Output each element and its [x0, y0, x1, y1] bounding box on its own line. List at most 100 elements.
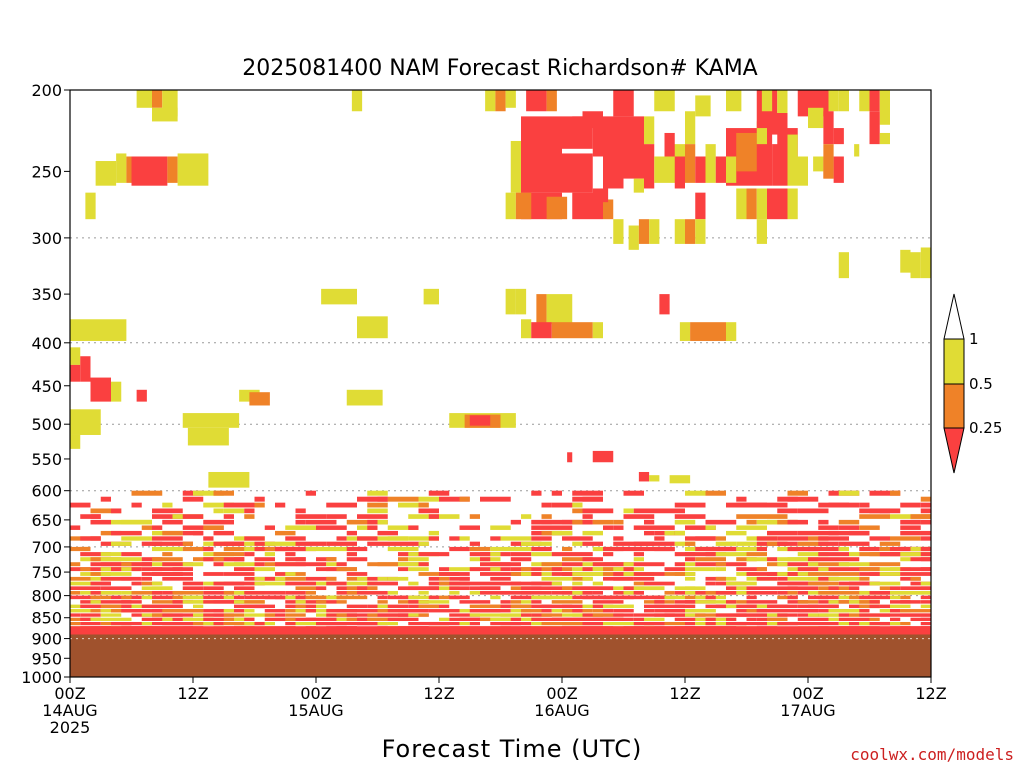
band-cell-127	[674, 519, 696, 525]
band-cell-629	[152, 586, 173, 591]
band-cell-386	[746, 557, 767, 562]
band-cell-223	[715, 536, 726, 541]
band-cell-229	[869, 536, 890, 541]
band-cell-881	[654, 604, 685, 609]
band-cell-81	[920, 508, 931, 514]
cell-80	[833, 128, 844, 145]
band-cell-896	[869, 604, 880, 609]
band-cell-525	[746, 572, 778, 576]
band-cell-1152	[787, 621, 798, 626]
band-cell-577	[859, 576, 870, 581]
cell-52	[674, 219, 685, 244]
band-cell-909	[172, 609, 204, 613]
band-cell-167	[859, 525, 880, 530]
band-cell-1110	[244, 621, 255, 626]
band-cell-1159	[890, 621, 901, 626]
band-cell-303	[705, 546, 737, 552]
band-cell-267	[777, 541, 798, 546]
band-cell-893	[828, 604, 839, 609]
y-tick-label-250: 250	[31, 162, 62, 181]
band-cell-714	[695, 591, 706, 595]
band-cell-586	[182, 581, 204, 586]
band-cell-294	[562, 546, 573, 552]
band-cell-270	[838, 541, 870, 546]
band-cell-243	[264, 541, 296, 546]
band-cell-680	[131, 591, 163, 595]
band-cell-230	[890, 536, 921, 541]
band-cell-857	[295, 604, 306, 609]
band-cell-40	[234, 502, 255, 508]
chart-title: 2025081400 NAM Forecast Richardson# KAMA	[242, 56, 758, 81]
y-tick-label-650: 650	[31, 511, 62, 530]
cell-100	[515, 288, 527, 315]
band-cell-434	[715, 562, 726, 567]
band-cell-1008	[664, 613, 675, 617]
cell-71	[756, 188, 767, 220]
band-cell-1142	[685, 621, 696, 626]
band-cell-123	[582, 519, 593, 525]
band-cell-64	[213, 508, 224, 514]
band-cell-506	[449, 572, 470, 576]
band-cell-91	[357, 514, 388, 519]
cell-67	[787, 134, 798, 157]
band-cell-292	[531, 546, 542, 552]
band-cell-368	[254, 557, 275, 562]
band-cell-413	[336, 562, 347, 567]
y-tick-label-750: 750	[31, 563, 62, 582]
band-cell-683	[172, 591, 204, 595]
cell-101	[536, 294, 547, 325]
y-tick-label-400: 400	[31, 334, 62, 353]
band-cell-53	[756, 502, 788, 508]
band-cell-1048	[305, 617, 337, 621]
band-cell-165	[818, 525, 839, 530]
band-cell-1161	[920, 621, 931, 626]
band-cell-579	[910, 576, 921, 581]
band-cell-530	[808, 572, 829, 576]
cell-12	[485, 90, 496, 112]
band-cell-944	[613, 609, 624, 613]
band-cell-1019	[777, 613, 788, 617]
band-cell-718	[746, 591, 778, 595]
x-tick-label-12-0: 12Z	[177, 684, 208, 703]
band-cell-355	[900, 552, 931, 557]
band-cell-846	[111, 604, 122, 609]
band-cell-553	[377, 576, 388, 581]
band-cell-1132	[541, 621, 573, 626]
band-cell-802	[244, 600, 265, 604]
band-cell-273	[80, 546, 91, 552]
cell-116	[90, 377, 111, 402]
band-cell-523	[685, 572, 696, 576]
band-cell-96	[521, 514, 532, 519]
band-cell-337	[531, 552, 552, 557]
cell-54	[695, 219, 706, 244]
cell-73	[787, 188, 798, 220]
band-cell-941	[582, 609, 593, 613]
band-cell-20	[254, 496, 265, 502]
band-cell-1140	[654, 621, 665, 626]
cell-35	[644, 144, 655, 189]
band-cell-248	[367, 541, 398, 546]
band-cell-92	[408, 514, 439, 519]
band-cell-152	[387, 525, 419, 530]
band-cell-309	[787, 546, 819, 552]
band-cell-746	[244, 595, 255, 600]
band-cell-1088	[828, 617, 839, 621]
band-cell-3	[213, 490, 234, 496]
band-cell-417	[398, 562, 429, 567]
band-cell-49	[572, 502, 583, 508]
cell-94	[910, 252, 921, 279]
x-tick-label-0-2: 2025	[50, 718, 91, 737]
band-cell-997	[521, 613, 532, 617]
band-cell-866	[439, 604, 450, 609]
band-cell-335	[490, 552, 501, 557]
cell-11	[85, 192, 96, 220]
band-cell-2	[193, 490, 224, 496]
colorbar-label-0: 1	[969, 330, 979, 348]
cell-55	[695, 95, 711, 117]
band-cell-756	[377, 595, 388, 600]
cell-111	[726, 322, 737, 341]
band-cell-962	[900, 609, 931, 613]
band-cell-668	[828, 586, 839, 591]
band-cell-614	[726, 581, 757, 586]
band-cell-978	[275, 613, 286, 617]
